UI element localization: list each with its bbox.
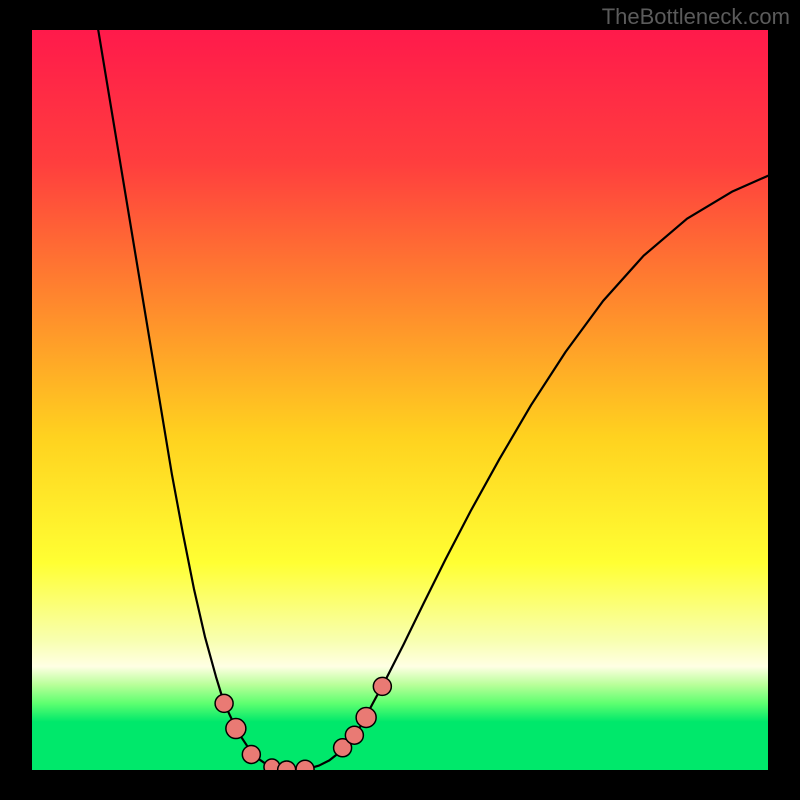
data-point	[356, 707, 376, 727]
bottleneck-chart	[0, 0, 800, 800]
green-floor	[32, 722, 768, 770]
data-point	[373, 677, 391, 695]
chart-container: TheBottleneck.com	[0, 0, 800, 800]
data-point	[242, 745, 260, 763]
watermark-text: TheBottleneck.com	[602, 4, 790, 30]
data-point	[226, 719, 246, 739]
data-point	[296, 760, 314, 778]
data-point	[345, 726, 363, 744]
data-point	[215, 694, 233, 712]
plot-background	[32, 30, 768, 770]
data-point	[278, 761, 296, 779]
